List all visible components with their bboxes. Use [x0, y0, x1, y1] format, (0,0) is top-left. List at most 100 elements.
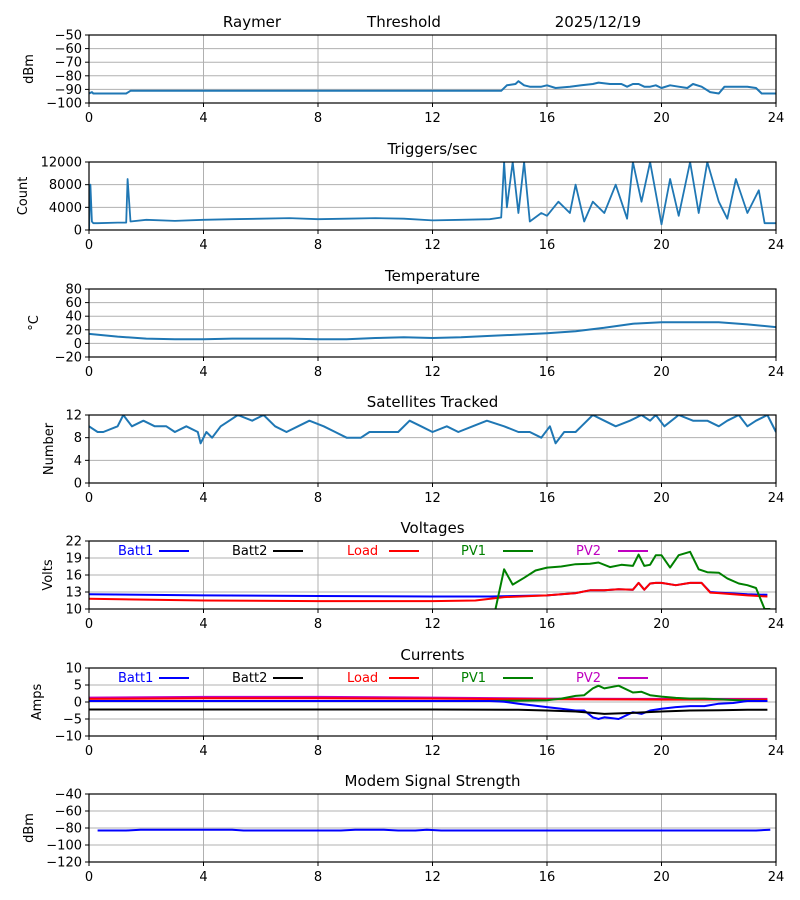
series-line-pv1 — [494, 550, 771, 609]
chart-title: Triggers/sec — [387, 140, 478, 158]
y-tick-label: 16 — [65, 569, 82, 584]
x-tick-label: 20 — [653, 111, 670, 126]
x-tick-label: 12 — [424, 870, 441, 885]
y-tick-label: 10 — [65, 662, 82, 677]
chart-panel-2: Triggers/sec Count 0 4 8 12 16 20 24 0 4000 8000 120… — [16, 140, 784, 253]
legend-label-pv2: PV2 — [576, 544, 601, 559]
series-line-load — [89, 697, 768, 701]
series-line-batt1 — [89, 581, 768, 598]
y-tick-label: −60 — [55, 805, 82, 820]
chart-title: Currents — [400, 646, 464, 664]
y-tick-label: 20 — [65, 323, 82, 338]
chart-panel-7: Modem Signal Strength dBm 0 4 8 12 16 20 24 −120 −… — [22, 772, 784, 885]
chart-title: Satellites Tracked — [367, 393, 498, 411]
legend-label-batt2: Batt2 — [232, 671, 267, 686]
series-line-threshold — [89, 80, 776, 95]
legend-label-batt1: Batt1 — [118, 544, 153, 559]
x-tick-label: 8 — [314, 238, 322, 253]
mode-title: Threshold — [366, 13, 441, 31]
y-tick-label: 8 — [74, 431, 82, 446]
series-line-batt2 — [89, 708, 768, 715]
x-tick-label: 24 — [768, 365, 785, 380]
x-tick-label: 4 — [199, 744, 207, 759]
y-tick-label: 0 — [74, 337, 82, 352]
x-tick-label: 8 — [314, 491, 322, 506]
x-tick-label: 0 — [85, 365, 93, 380]
chart-panel-5: Voltages Volts Batt1 Batt2 Load PV1 PV2 0 4 8 12 16… — [41, 519, 784, 632]
x-tick-label: 0 — [85, 491, 93, 506]
legend-label-pv1: PV1 — [461, 544, 486, 559]
x-tick-label: 20 — [653, 491, 670, 506]
y-axis-label: Number — [42, 422, 57, 475]
legend-label-load: Load — [347, 544, 378, 559]
x-tick-label: 12 — [424, 744, 441, 759]
series-line-batt1 — [89, 700, 768, 720]
series-line-load — [89, 581, 768, 603]
x-tick-label: 0 — [85, 870, 93, 885]
y-tick-label: 10 — [65, 603, 82, 618]
y-tick-label: 19 — [65, 552, 82, 567]
y-tick-label: −80 — [55, 822, 82, 837]
chart-title: Modem Signal Strength — [345, 772, 521, 790]
y-tick-label: −50 — [55, 29, 82, 44]
y-tick-label: 80 — [65, 283, 82, 298]
legend-label-batt2: Batt2 — [232, 544, 267, 559]
y-tick-label: 5 — [74, 679, 82, 694]
y-tick-label: −80 — [55, 69, 82, 84]
x-tick-label: 20 — [653, 617, 670, 632]
x-tick-label: 4 — [199, 238, 207, 253]
y-tick-label: 4 — [74, 454, 82, 469]
chart-panel-1: dBm 0 4 8 12 16 20 24 −100−90−80−70−60−50 — [22, 29, 784, 127]
legend-label-pv2: PV2 — [576, 671, 601, 686]
y-tick-label: 12000 — [41, 156, 82, 171]
x-tick-label: 16 — [539, 870, 556, 885]
x-tick-label: 8 — [314, 870, 322, 885]
x-tick-label: 16 — [539, 238, 556, 253]
x-tick-label: 24 — [768, 744, 785, 759]
x-tick-label: 24 — [768, 111, 785, 126]
x-tick-label: 12 — [424, 491, 441, 506]
y-tick-label: −120 — [46, 856, 82, 871]
series-line-pv1 — [89, 684, 768, 702]
y-axis-label: dBm — [22, 813, 37, 843]
x-tick-label: 8 — [314, 617, 322, 632]
y-tick-label: 4000 — [49, 201, 82, 216]
x-tick-label: 24 — [768, 617, 785, 632]
x-tick-label: 4 — [199, 870, 207, 885]
y-tick-label: −5 — [63, 713, 82, 728]
x-tick-label: 16 — [539, 617, 556, 632]
y-tick-label: 0 — [74, 224, 82, 239]
y-tick-label: −100 — [46, 839, 82, 854]
y-tick-label: 0 — [74, 477, 82, 492]
chart-title: Voltages — [400, 519, 464, 537]
chart-panel-4: Satellites Tracked Number 0 4 8 12 16 20 24 0 4 8 12 — [42, 393, 784, 506]
y-tick-label: 40 — [65, 310, 82, 325]
x-tick-label: 16 — [539, 365, 556, 380]
legend-label-pv1: PV1 — [461, 671, 486, 686]
x-tick-label: 20 — [653, 365, 670, 380]
y-tick-label: 22 — [65, 535, 82, 550]
x-tick-label: 20 — [653, 744, 670, 759]
y-tick-label: 60 — [65, 296, 82, 311]
x-tick-label: 0 — [85, 238, 93, 253]
x-tick-label: 0 — [85, 744, 93, 759]
x-tick-label: 4 — [199, 617, 207, 632]
y-tick-label: −20 — [55, 351, 82, 366]
x-tick-label: 4 — [199, 491, 207, 506]
y-axis-label: Volts — [41, 559, 56, 591]
y-axis-label: dBm — [22, 54, 37, 84]
y-axis-label: Amps — [30, 683, 45, 720]
x-tick-label: 12 — [424, 238, 441, 253]
series-line-temperature — [89, 321, 776, 341]
series-line-modem — [97, 828, 771, 832]
x-tick-label: 4 — [199, 111, 207, 126]
legend-label-load: Load — [347, 671, 378, 686]
x-tick-label: 0 — [85, 617, 93, 632]
station-title: Raymer — [223, 13, 282, 31]
y-axis-label: Count — [16, 177, 31, 216]
series-line-triggers — [89, 162, 776, 230]
chart-panel-6: Currents Amps Batt1 Batt2 Load PV1 PV2 0 4 8 12 16 2… — [30, 646, 784, 759]
y-tick-label: −90 — [55, 83, 82, 98]
